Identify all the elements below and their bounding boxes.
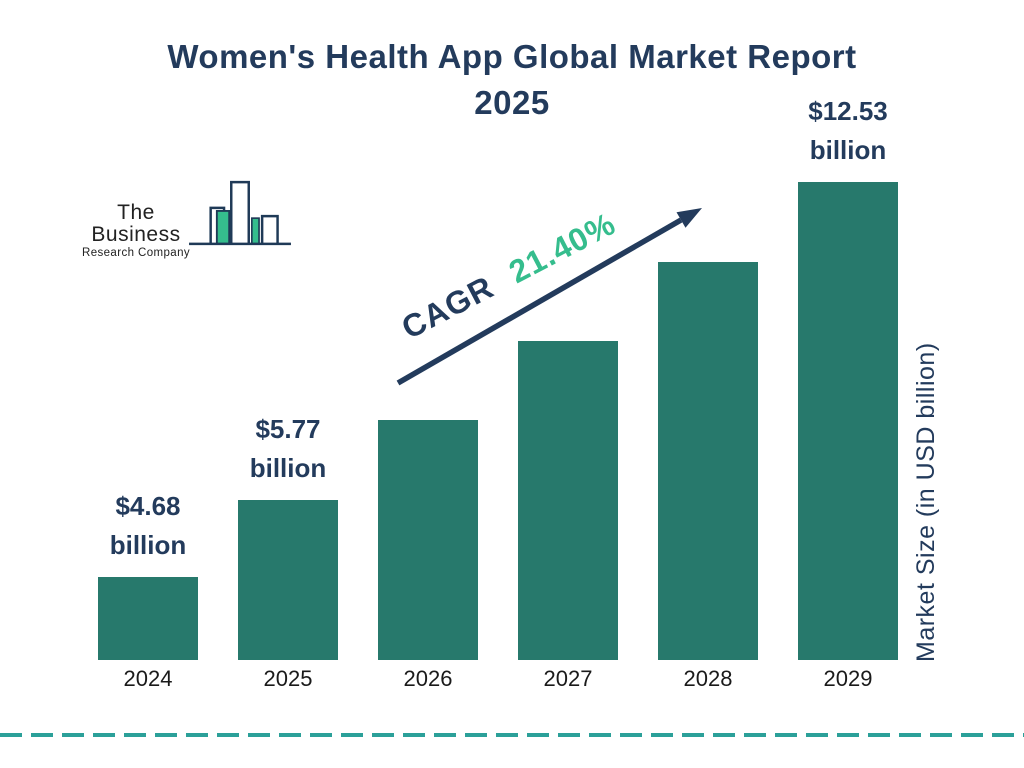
bar-2024 bbox=[98, 577, 198, 660]
bar-value-label-2024: $4.68 billion bbox=[109, 491, 187, 560]
logo-bar-chart-icon bbox=[189, 180, 291, 246]
page-title-line1: Women's Health App Global Market Report bbox=[167, 38, 857, 75]
logo-name: The Business bbox=[91, 201, 181, 246]
bar-2029 bbox=[798, 182, 898, 660]
x-axis-tick-2026: 2026 bbox=[403, 666, 453, 691]
x-axis-tick-2025: 2025 bbox=[263, 666, 313, 691]
bar-2028 bbox=[658, 262, 758, 660]
x-axis-tick-2028: 2028 bbox=[683, 666, 733, 691]
bar-2026 bbox=[378, 420, 478, 660]
x-axis-tick-2024: 2024 bbox=[123, 666, 173, 691]
bar-value-label-2029: $12.53 billion bbox=[808, 96, 888, 165]
bar-value-label-2025: $5.77 billion bbox=[249, 414, 327, 483]
x-axis-tick-2029: 2029 bbox=[823, 666, 873, 691]
company-logo-text: The Business Research Company bbox=[72, 202, 200, 260]
company-logo: The Business Research Company bbox=[72, 178, 292, 259]
bar-2027 bbox=[518, 341, 618, 660]
y-axis-label: Market Size (in USD billion) bbox=[912, 342, 940, 662]
bar-2025 bbox=[238, 500, 338, 660]
page-title-line2: 2025 bbox=[474, 84, 550, 121]
x-axis-tick-2027: 2027 bbox=[543, 666, 593, 691]
page-title: Women's Health App Global Market Report … bbox=[0, 34, 1024, 126]
logo-subname: Research Company bbox=[81, 247, 191, 259]
